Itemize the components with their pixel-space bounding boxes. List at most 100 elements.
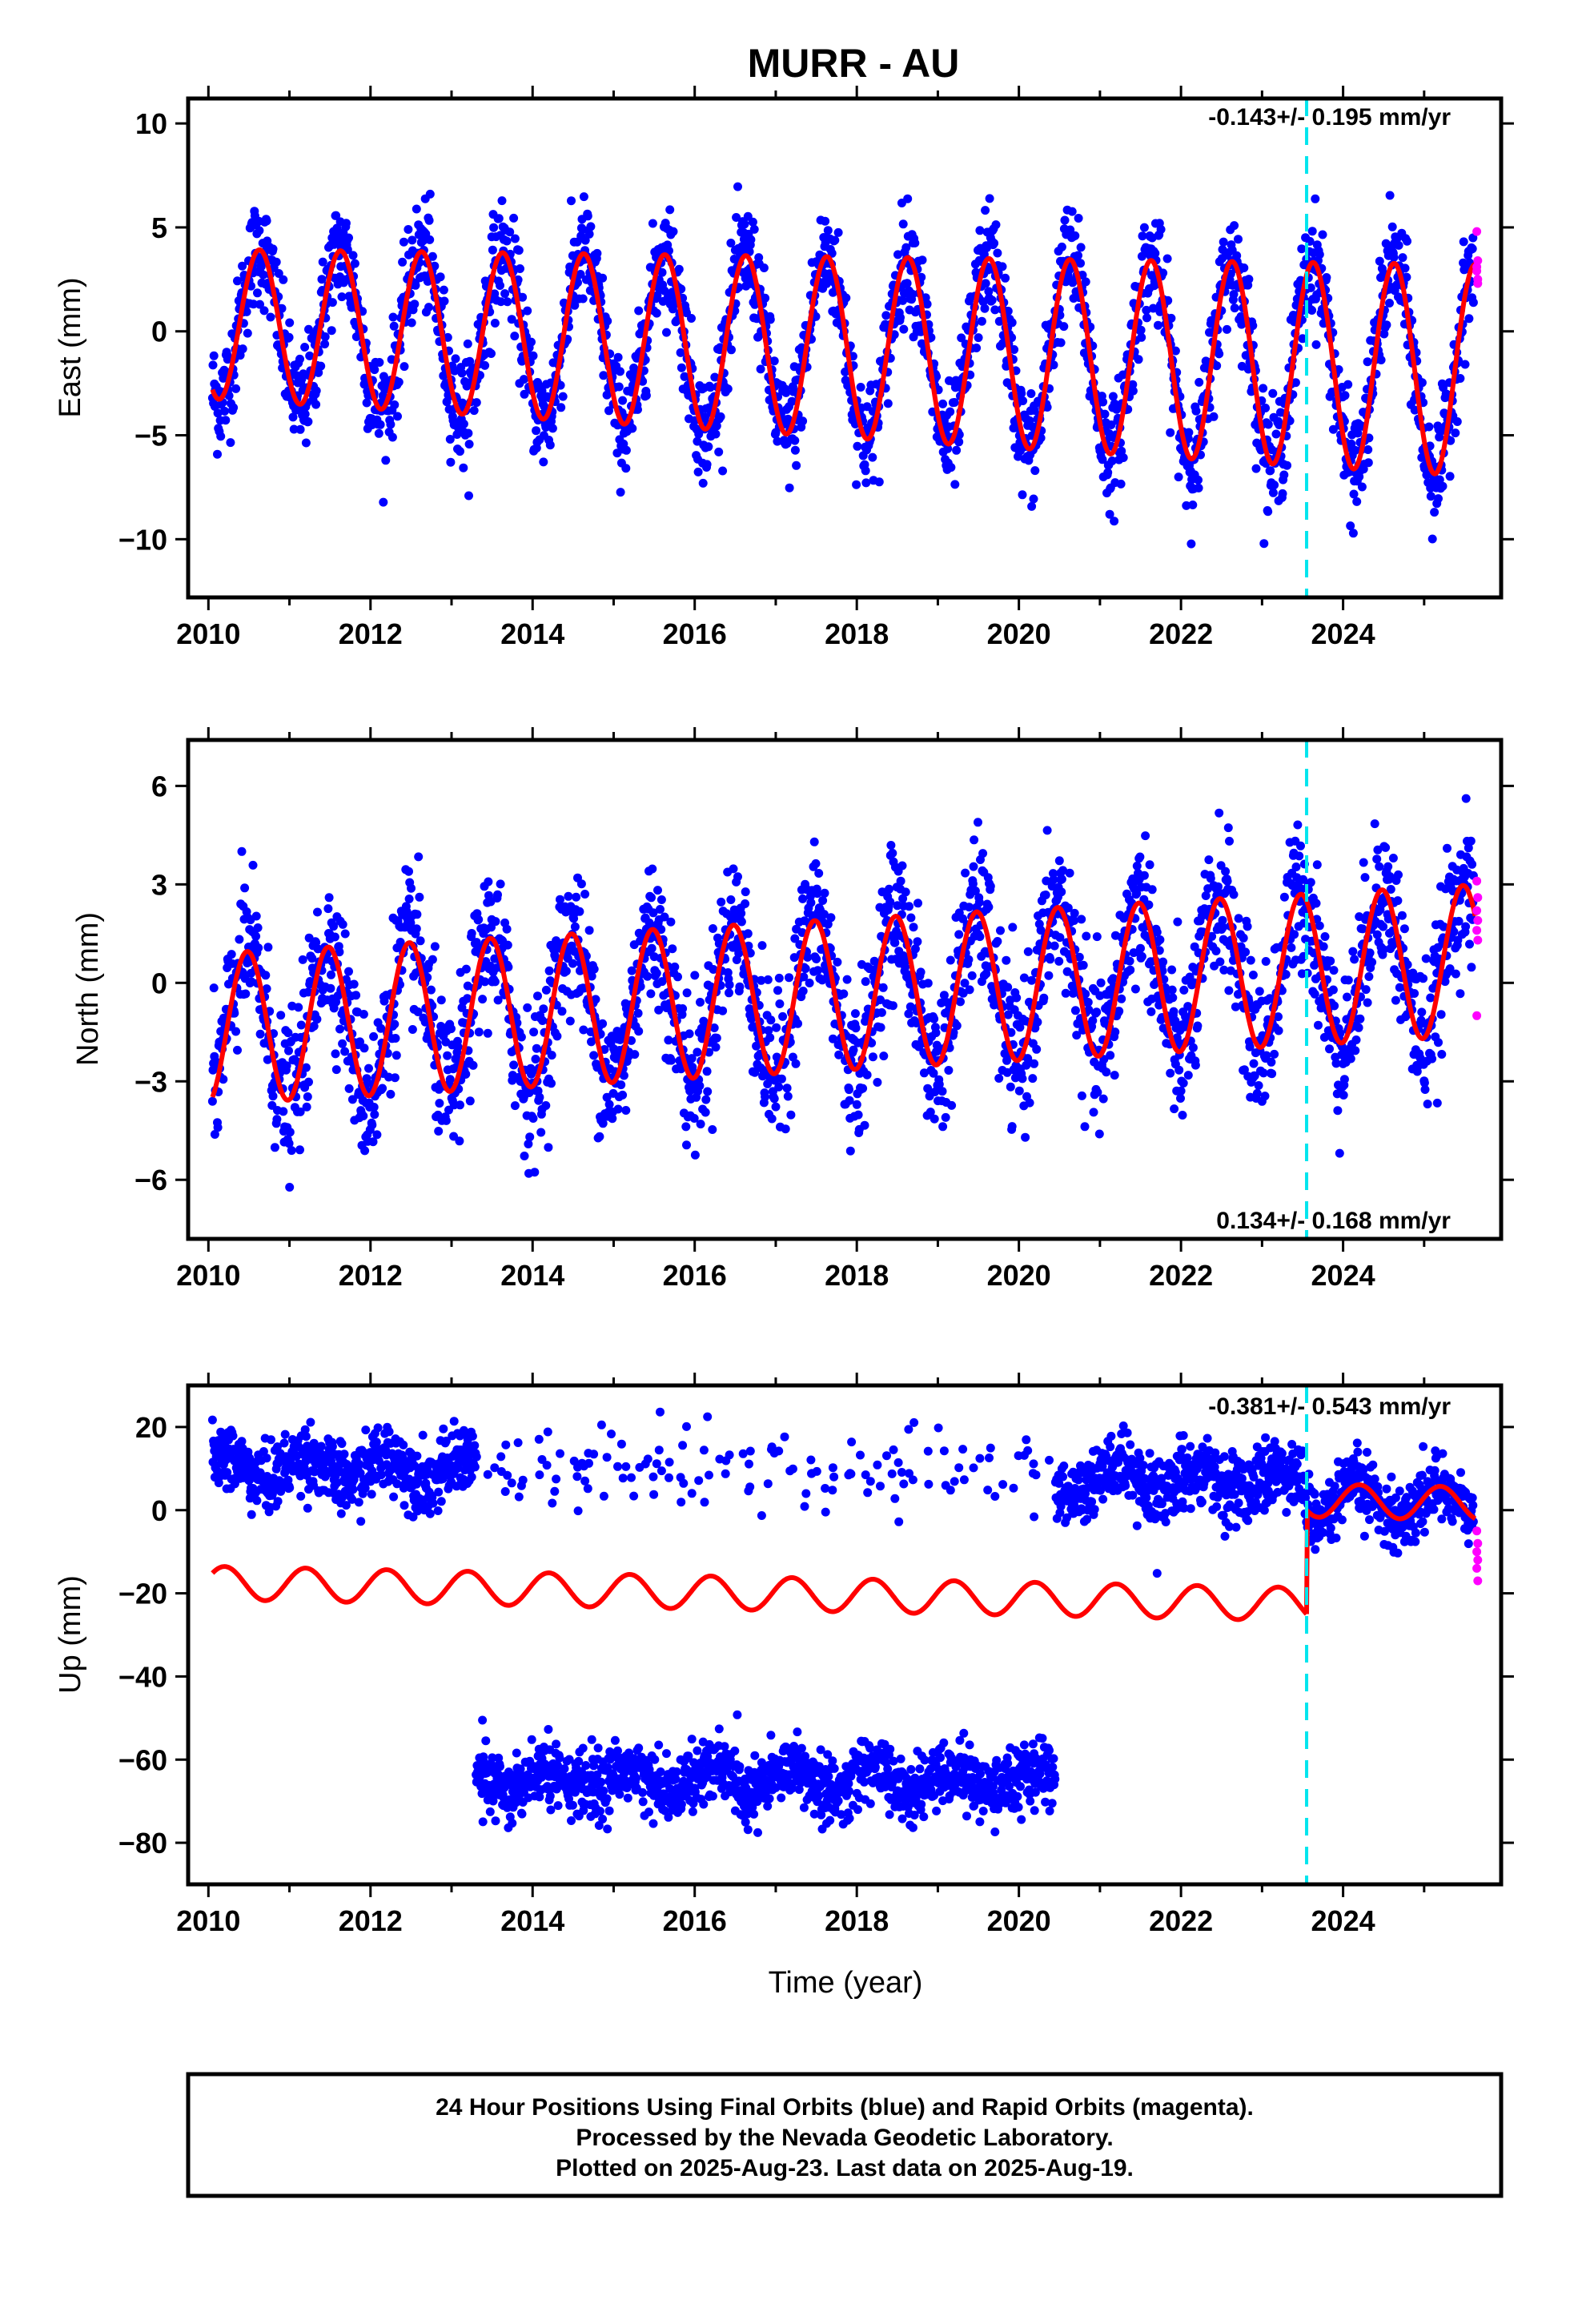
data-point [1274,1026,1283,1035]
data-point [746,235,756,244]
data-point [300,343,310,352]
data-point [727,345,736,355]
data-point [648,864,657,874]
data-point [510,1101,520,1111]
data-point [1307,227,1317,236]
data-point [876,995,885,1004]
data-point [901,243,911,252]
x-tick-label: 2022 [1149,617,1213,650]
data-point [1445,472,1455,481]
data-point [704,442,713,452]
data-point [1348,529,1358,538]
data-point [1389,252,1399,262]
data-point [845,1085,853,1095]
data-point [898,219,908,229]
data-point [359,1010,368,1019]
data-point [1152,927,1162,937]
data-point [1003,1010,1013,1019]
data-point [1435,427,1445,436]
data-point [531,1055,540,1063]
data-point [362,1074,371,1084]
data-point [579,1025,588,1035]
data-point [524,1140,533,1148]
data-point [711,1043,721,1052]
data-point [507,315,516,324]
data-point [861,466,870,476]
data-point [952,1021,962,1031]
data-point [400,362,409,372]
data-point [893,901,902,911]
data-point [1246,955,1255,965]
data-point [469,406,479,416]
data-point [652,308,661,318]
y-tick-label: −10 [118,523,167,556]
data-point [1299,875,1308,884]
data-point [648,219,657,228]
data-point [1281,970,1291,979]
data-point [1056,338,1066,348]
data-point [1174,1065,1184,1075]
data-point [277,304,287,313]
data-point [314,368,323,377]
data-point [425,189,435,199]
data-point [974,898,984,907]
data-point [930,1114,939,1124]
data-point [1446,436,1456,445]
data-point [303,417,313,426]
data-point [1340,391,1350,400]
data-point [302,1102,311,1112]
data-point [771,1102,781,1112]
data-point [544,966,554,975]
data-point [1137,332,1146,342]
data-point [781,388,791,397]
data-point [1387,222,1397,231]
east-rapid-orbit-points [1472,227,1483,288]
data-point [1459,237,1468,247]
data-point [340,929,350,939]
data-point [1137,951,1146,961]
data-point [390,1019,400,1029]
data-point [627,966,636,975]
data-point [1039,993,1049,1003]
data-point [463,339,472,348]
data-point [913,937,922,947]
data-point [775,999,785,1008]
data-point [1126,965,1135,975]
data-point [823,919,833,929]
data-point [845,1146,855,1156]
data-point [1279,470,1289,480]
data-point [1307,306,1317,315]
data-point [1106,1051,1115,1060]
data-point [407,318,416,328]
data-point [295,1145,304,1155]
data-point [436,995,446,1005]
data-point [1283,460,1291,470]
data-point [890,938,900,947]
data-point [335,947,344,957]
data-point [360,1146,370,1156]
data-point [255,1029,265,1039]
data-point [330,932,339,942]
data-point [1081,277,1090,287]
data-point [868,452,877,462]
data-point [852,480,861,489]
data-point [1410,405,1419,415]
data-point [975,932,985,942]
data-point [496,879,505,889]
data-point [725,988,733,998]
data-point [785,973,793,983]
data-point [1328,424,1338,434]
data-point [226,438,235,448]
data-point [210,1130,219,1139]
data-point [518,292,528,302]
data-point [408,235,417,245]
data-point [785,483,794,493]
data-point [1435,475,1444,485]
data-point [741,887,750,897]
data-point [1023,947,1033,956]
data-point [461,964,471,974]
data-point [589,964,599,974]
data-point [567,196,576,206]
data-point [1234,914,1243,923]
data-point [1118,453,1128,462]
